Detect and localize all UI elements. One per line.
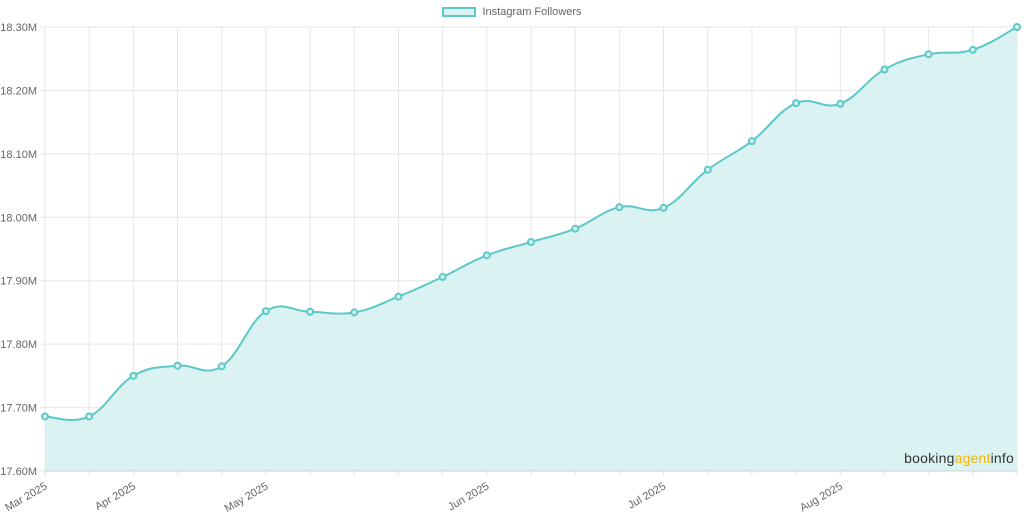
data-point <box>41 412 49 421</box>
data-point <box>968 45 977 54</box>
data-point <box>792 99 801 108</box>
x-tick-label: May 2025 <box>223 480 271 512</box>
legend-swatch <box>442 7 477 17</box>
y-tick-label: 17.60M <box>0 466 37 478</box>
data-point <box>880 65 889 74</box>
data-point <box>85 412 94 421</box>
watermark-logo: bookingagentinfo <box>904 450 1014 466</box>
legend-label: Instagram Followers <box>482 6 582 18</box>
x-tick-label: Jul 2025 <box>626 480 668 511</box>
series-area <box>45 27 1017 471</box>
chart-legend[interactable]: Instagram Followers <box>0 6 1024 18</box>
data-point <box>747 137 756 146</box>
y-tick-label: 18.30M <box>0 22 37 34</box>
x-tick-label: Apr 2025 <box>93 480 138 512</box>
x-tick-label: Aug 2025 <box>798 480 845 512</box>
y-tick-label: 18.00M <box>0 212 37 224</box>
data-point <box>615 203 624 212</box>
x-tick-label: Mar 2025 <box>3 480 49 512</box>
data-point <box>394 292 403 301</box>
data-point <box>261 307 270 316</box>
y-tick-label: 18.20M <box>0 85 37 97</box>
data-point <box>527 238 535 247</box>
data-point <box>173 361 182 370</box>
data-point <box>571 224 580 233</box>
data-point <box>1013 23 1021 31</box>
data-point <box>217 362 226 371</box>
data-point <box>129 371 138 380</box>
data-point <box>350 308 359 317</box>
y-tick-label: 18.10M <box>0 149 37 161</box>
data-point <box>438 272 447 281</box>
area-fill <box>45 27 1017 471</box>
y-tick-label: 17.90M <box>0 276 37 288</box>
y-tick-label: 17.70M <box>0 403 37 415</box>
data-point <box>659 203 668 212</box>
y-tick-label: 17.80M <box>0 339 37 351</box>
x-tick-label: Jun 2025 <box>446 480 491 512</box>
data-point <box>836 99 845 108</box>
data-points <box>41 23 1021 421</box>
data-point <box>703 165 712 174</box>
data-point <box>924 50 933 59</box>
data-point <box>306 307 315 316</box>
data-point <box>482 251 491 260</box>
